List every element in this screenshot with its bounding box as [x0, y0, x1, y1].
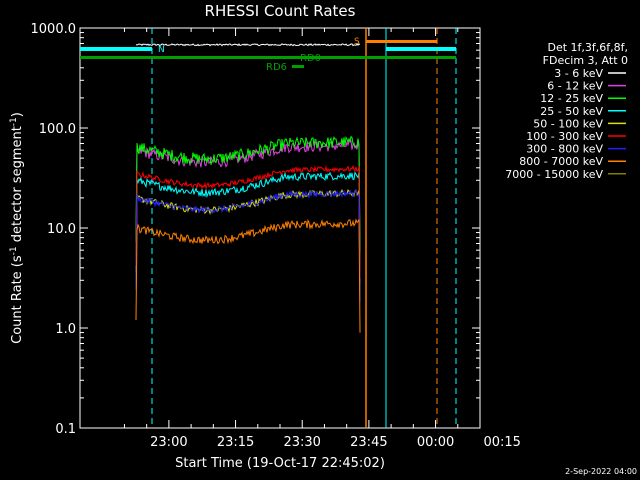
- x-tick-label: 23:00: [150, 435, 187, 450]
- x-tick-label: 00:00: [417, 435, 454, 450]
- flag-label-s: S: [354, 37, 360, 47]
- series-line: [135, 188, 361, 303]
- series-line: [135, 189, 361, 303]
- x-axis: 23:00 23:15 23:30 23:45 00:00 00:15: [123, 28, 521, 450]
- y-tick-label: 100.0: [39, 122, 76, 137]
- x-axis-label: Start Time (19-Oct-17 22:45:02): [175, 456, 385, 471]
- y-axis-label-main: Count Rate (s: [10, 255, 25, 344]
- attenuator-lines: [151, 28, 457, 428]
- series-line: [135, 135, 361, 252]
- series-lines: [135, 43, 361, 333]
- legend-label: 6 - 12 keV: [547, 80, 603, 93]
- y-axis-label: Count Rate (s-1 detector segment-1): [9, 112, 25, 344]
- legend-label: 3 - 6 keV: [554, 67, 603, 80]
- legend-label: 25 - 50 keV: [540, 105, 603, 118]
- legend-label: 300 - 800 keV: [526, 143, 603, 156]
- flag-label-rd6: RD6: [266, 62, 287, 73]
- flag-bar-n: [80, 47, 152, 51]
- y-axis-label-mid: detector segment: [10, 126, 25, 246]
- flag-bar-rd: [80, 56, 456, 59]
- y-axis: 1000.0 100.0 10.0 1.0 0.1: [31, 22, 480, 437]
- series-line: [135, 43, 361, 47]
- series-line: [135, 218, 361, 333]
- legend-label: 12 - 25 keV: [540, 92, 603, 105]
- flag-bars: N S RD0 RD6: [80, 37, 456, 73]
- y-tick-label: 1.0: [55, 322, 76, 337]
- flag-label-n: N: [158, 45, 165, 55]
- series-line: [135, 164, 361, 279]
- y-axis-label-sup1: -1: [9, 246, 19, 255]
- y-axis-label-sup2: -1: [9, 117, 19, 126]
- flag-label-rd0: RD0: [300, 53, 321, 64]
- y-tick-label: 1000.0: [31, 22, 77, 37]
- legend-label: 7000 - 15000 keV: [505, 168, 603, 181]
- legend-header-2: FDecim 3, Att 0: [543, 54, 628, 67]
- y-axis-label-end: ): [10, 112, 25, 117]
- chart-title: RHESSI Count Rates: [205, 2, 356, 20]
- legend-label: 800 - 7000 keV: [519, 155, 603, 168]
- x-tick-label: 23:45: [350, 435, 387, 450]
- flag-bar-n-2: [386, 47, 456, 51]
- series-line: [135, 170, 361, 285]
- flag-bar-s: [366, 40, 437, 43]
- y-tick-label: 10.0: [47, 222, 76, 237]
- legend: Det 1f,3f,6f,8f, FDecim 3, Att 0 3 - 6 k…: [505, 41, 628, 181]
- x-tick-label: 23:30: [283, 435, 320, 450]
- x-tick-label: 23:15: [217, 435, 254, 450]
- legend-header-1: Det 1f,3f,6f,8f,: [547, 41, 628, 54]
- y-tick-label: 0.1: [55, 422, 76, 437]
- legend-label: 100 - 300 keV: [526, 130, 603, 143]
- legend-label: 50 - 100 keV: [533, 117, 603, 130]
- flag-bar-rd6: [292, 65, 304, 68]
- footer-date: 2-Sep-2022 04:00: [565, 467, 637, 476]
- x-tick-label: 00:15: [483, 435, 520, 450]
